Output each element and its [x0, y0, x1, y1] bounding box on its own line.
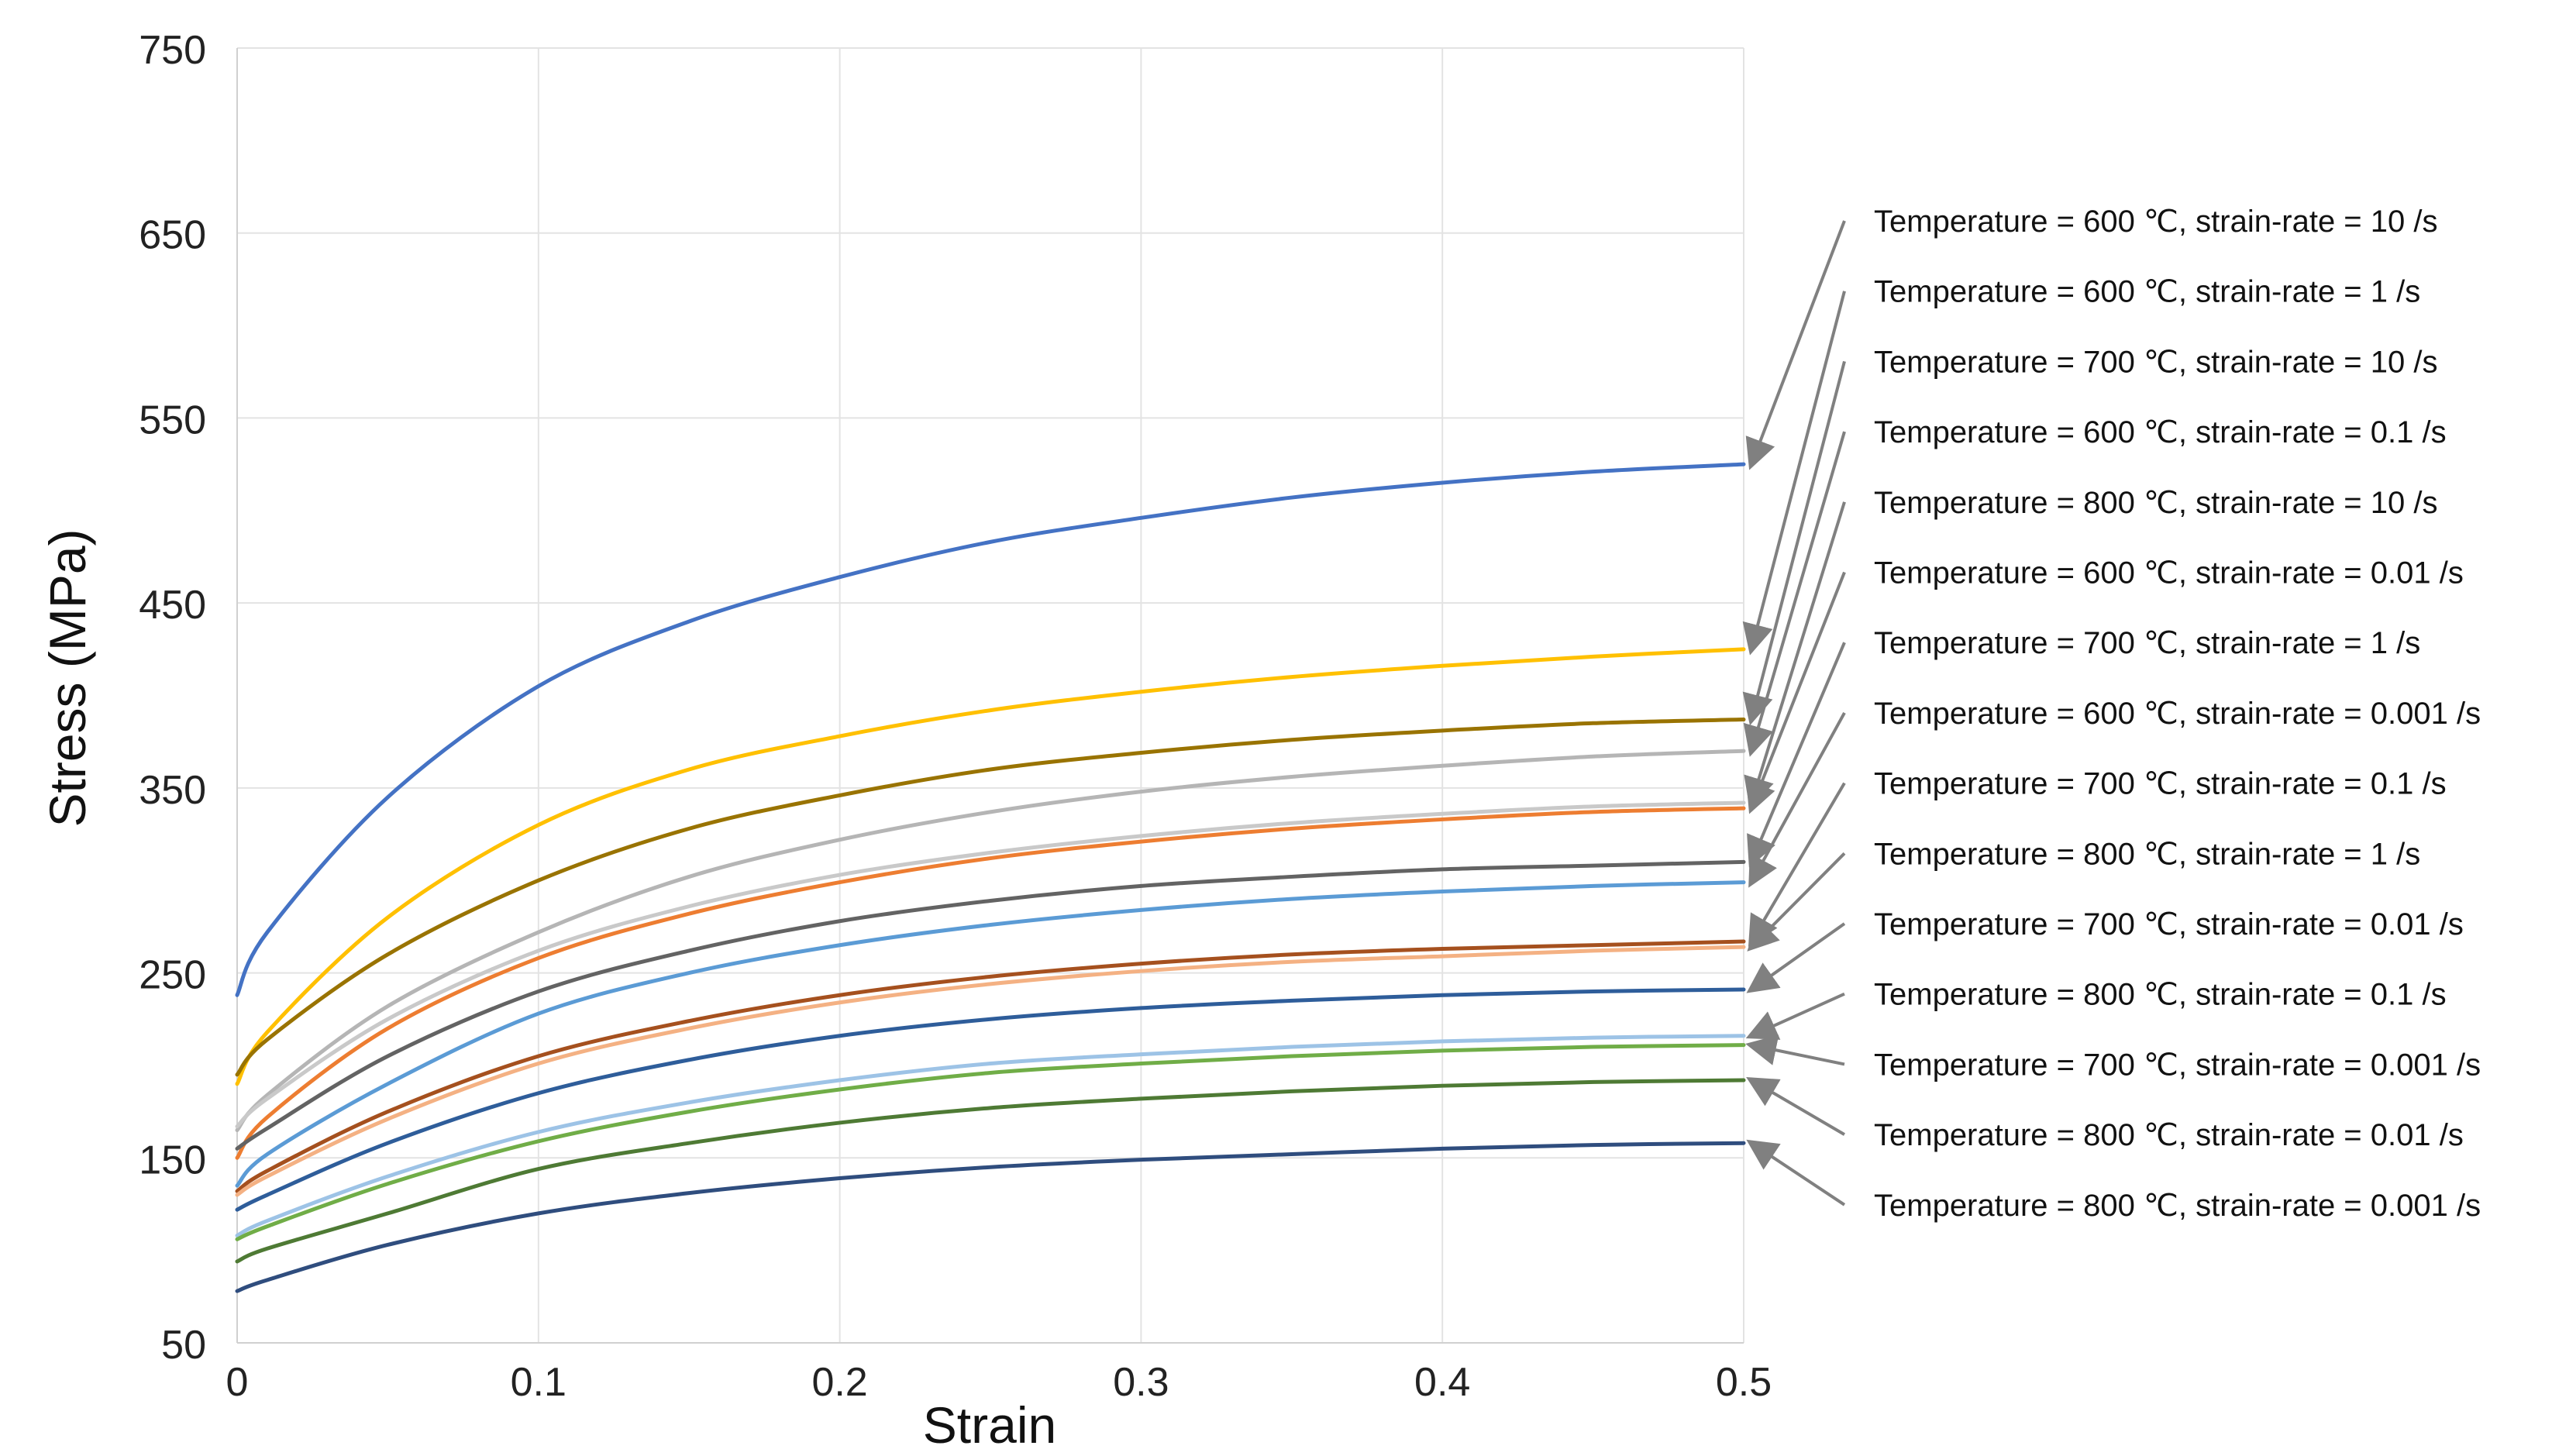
legend-entry: Temperature = 600 ℃, strain-rate = 0.001…	[1874, 697, 2481, 731]
series-line	[235, 1034, 1746, 1238]
y-tick-label: 750	[139, 28, 206, 73]
series-line	[235, 880, 1746, 1188]
series-line	[235, 1043, 1746, 1241]
legend-entry: Temperature = 700 ℃, strain-rate = 0.1 /…	[1874, 767, 2447, 801]
x-axis-title: Strain	[923, 1396, 1056, 1454]
y-tick-label: 150	[139, 1138, 206, 1182]
legend-arrow	[1742, 360, 1846, 726]
legend-entry: Temperature = 800 ℃, strain-rate = 0.1 /…	[1874, 978, 2447, 1012]
series-line	[235, 1078, 1746, 1264]
series-line	[235, 1141, 1746, 1293]
legend-arrow	[1745, 220, 1846, 470]
series-line	[235, 718, 1746, 1077]
y-tick-label: 50	[161, 1323, 206, 1368]
legend: Temperature = 600 ℃, strain-rate = 10 /s…	[1874, 205, 2481, 1223]
legend-arrow	[1742, 291, 1846, 656]
legend-arrow	[1746, 1139, 1846, 1206]
tick-labels: 50 150 250 350 450 550 650 750 0 0.1 0.2 0.3 0.4 0.5	[139, 28, 1772, 1405]
legend-arrow	[1748, 711, 1846, 888]
legend-arrow	[1746, 1076, 1846, 1136]
y-tick-label: 350	[139, 768, 206, 813]
x-tick-label: 0.5	[1716, 1360, 1772, 1405]
x-tick-label: 0	[226, 1360, 249, 1405]
legend-arrows	[1742, 220, 1846, 1206]
y-tick-label: 250	[139, 953, 206, 998]
y-axis-title: Stress (MPa)	[39, 528, 96, 827]
series-line	[235, 462, 1746, 997]
legend-entry: Temperature = 800 ℃, strain-rate = 1 /s	[1874, 837, 2420, 871]
legend-entry: Temperature = 800 ℃, strain-rate = 0.001…	[1874, 1189, 2481, 1223]
series-line	[235, 945, 1746, 1197]
legend-entry: Temperature = 600 ℃, strain-rate = 0.1 /…	[1874, 415, 2447, 449]
series-lines	[235, 462, 1746, 1293]
legend-arrow	[1747, 852, 1846, 952]
grid-lines	[236, 47, 1744, 1344]
x-tick-label: 0.2	[811, 1360, 867, 1405]
legend-arrow	[1746, 922, 1846, 993]
legend-entry: Temperature = 600 ℃, strain-rate = 10 /s	[1874, 205, 2438, 239]
series-line	[235, 800, 1746, 1129]
y-tick-label: 450	[139, 583, 206, 628]
y-tick-label: 650	[139, 213, 206, 258]
legend-entry: Temperature = 600 ℃, strain-rate = 0.01 …	[1874, 556, 2464, 590]
legend-entry: Temperature = 800 ℃, strain-rate = 10 /s	[1874, 486, 2438, 520]
legend-arrow	[1745, 1034, 1845, 1066]
series-line	[235, 987, 1746, 1212]
series-line	[235, 806, 1746, 1160]
legend-entry: Temperature = 700 ℃, strain-rate = 1 /s	[1874, 626, 2420, 660]
x-tick-label: 0.3	[1113, 1360, 1169, 1405]
legend-entry: Temperature = 800 ℃, strain-rate = 0.01 …	[1874, 1118, 2464, 1152]
series-line	[235, 647, 1746, 1086]
legend-arrow	[1746, 571, 1846, 814]
series-line	[235, 749, 1746, 1132]
legend-arrow	[1748, 782, 1846, 947]
legend-arrow	[1745, 992, 1845, 1040]
legend-arrow	[1744, 501, 1846, 809]
legend-entry: Temperature = 700 ℃, strain-rate = 0.01 …	[1874, 907, 2464, 941]
series-line	[235, 939, 1746, 1193]
legend-entry: Temperature = 700 ℃, strain-rate = 0.001…	[1874, 1048, 2481, 1082]
legend-arrow	[1747, 642, 1846, 868]
x-tick-label: 0.1	[511, 1360, 567, 1405]
legend-arrow	[1743, 431, 1846, 757]
x-tick-label: 0.4	[1414, 1360, 1470, 1405]
series-line	[235, 859, 1746, 1151]
legend-entry: Temperature = 600 ℃, strain-rate = 1 /s	[1874, 275, 2420, 309]
y-tick-label: 550	[139, 398, 206, 442]
legend-entry: Temperature = 700 ℃, strain-rate = 10 /s	[1874, 345, 2438, 379]
